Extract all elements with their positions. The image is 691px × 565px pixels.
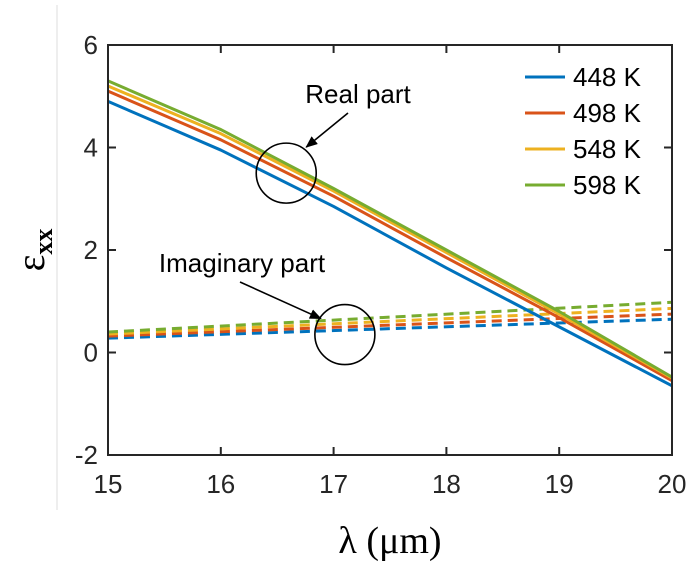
y-axis-label-main: ε (8, 255, 53, 272)
y-tick-label: 2 (84, 235, 98, 265)
real-part-arrow (305, 112, 349, 148)
y-tick-label: -2 (75, 440, 98, 470)
imaginary-line-548-k (108, 306, 672, 336)
x-tick-label: 18 (432, 469, 461, 499)
series-layer (108, 79, 672, 388)
x-tick-label: 16 (206, 469, 235, 499)
real-line-448-k (108, 99, 672, 388)
x-tick-label: 17 (319, 469, 348, 499)
imaginary-part-arrow (239, 281, 322, 320)
real-part-label: Real part (305, 79, 411, 109)
imaginary-line-498-k (108, 312, 672, 338)
legend-label-448-k: 448 K (573, 62, 642, 92)
x-tick-label: 19 (545, 469, 574, 499)
real-part-circle (255, 142, 318, 204)
y-tick-label: 6 (84, 30, 98, 60)
legend-label-498-k: 498 K (573, 98, 642, 128)
y-axis-label: εxx (8, 229, 58, 272)
legend-label-548-k: 548 K (573, 134, 642, 164)
imaginary-part-label: Imaginary part (159, 248, 326, 278)
real-line-498-k (108, 89, 672, 382)
legend: 448 K 498 K 548 K 598 K (525, 62, 642, 200)
real-line-548-k (108, 84, 672, 380)
annotation-layer: Real part Imaginary part (159, 79, 412, 366)
imaginary-line-598-k (108, 300, 672, 334)
y-tick-label: 4 (84, 133, 98, 163)
x-tick-label: 20 (658, 469, 687, 499)
legend-label-598-k: 598 K (573, 170, 642, 200)
x-tick-label: 15 (94, 469, 123, 499)
y-tick-label: 0 (84, 338, 98, 368)
imaginary-part-circle (314, 303, 376, 366)
real-line-598-k (108, 79, 672, 379)
axes-layer: 15 16 17 18 19 20 -2 0 2 4 6 (75, 30, 687, 499)
x-axis-label: λ (μm) (338, 520, 441, 562)
y-axis-label-subscript: xx (29, 229, 58, 255)
